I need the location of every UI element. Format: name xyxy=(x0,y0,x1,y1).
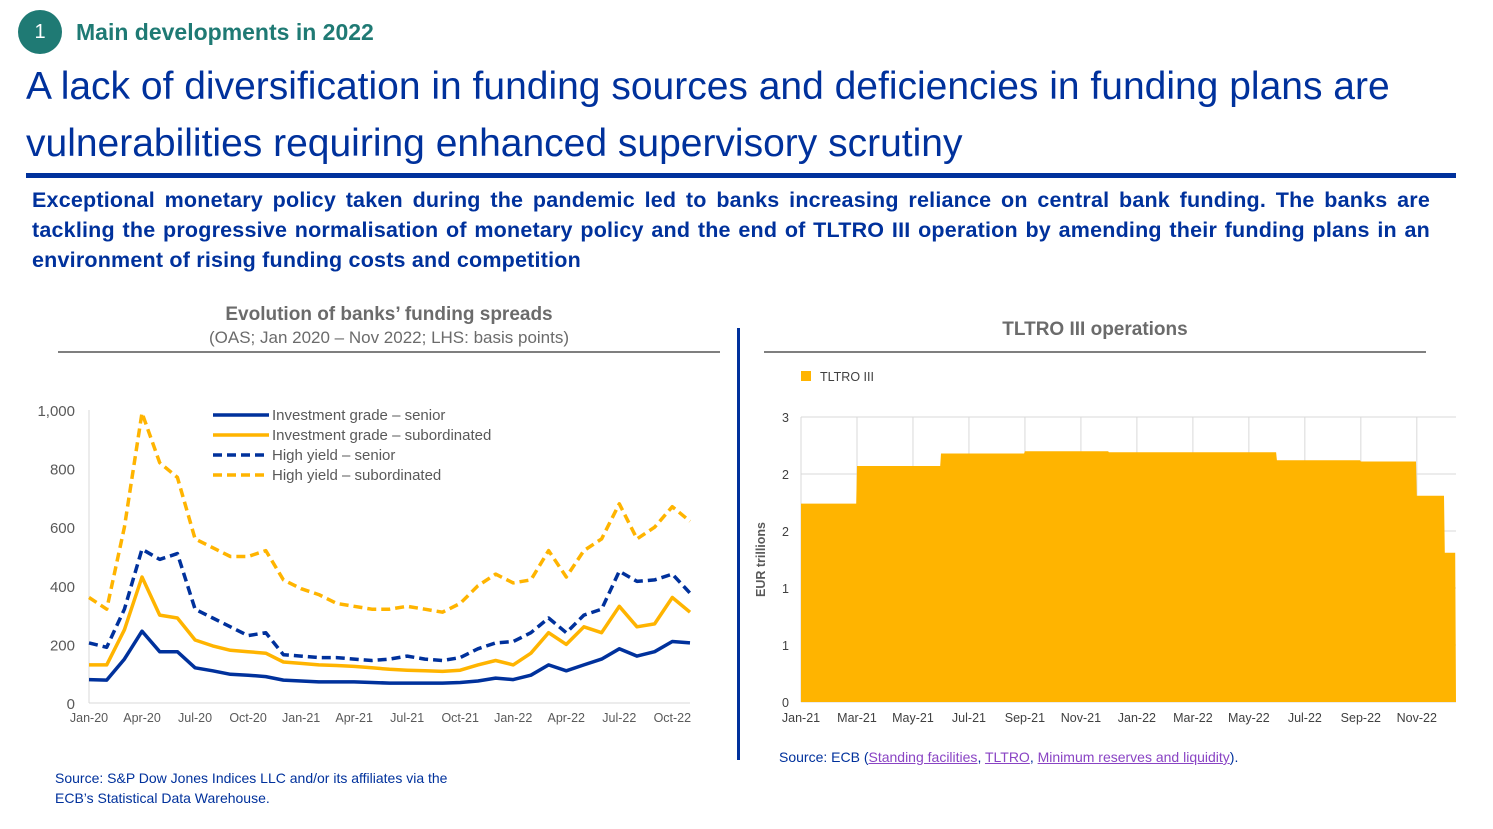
link-standing-facilities[interactable]: Standing facilities xyxy=(868,749,978,765)
source-prefix: Source: ECB ( xyxy=(779,749,869,765)
title-divider xyxy=(26,173,1456,178)
tltro-source: Source: ECB (Standing facilities, TLTRO,… xyxy=(779,747,1479,767)
link-tltro[interactable]: TLTRO xyxy=(984,749,1030,765)
tltro-chart: 0 1 1 2 2 3 Jan-21 Mar-21 May-21 Jul-21 Sep-21 Nov-… xyxy=(754,370,1456,725)
tltro-step-bar xyxy=(1277,460,1361,702)
section-title: Main developments in 2022 xyxy=(76,19,374,45)
series-line-investment-grade-subordinated xyxy=(89,575,692,674)
y-tick-label: 1 xyxy=(782,582,789,596)
y-tick-label: 3 xyxy=(782,411,789,425)
x-tick-label: Mar-22 xyxy=(1173,711,1213,725)
x-tick-label: Apr-21 xyxy=(335,711,373,725)
x-tick-label: Jul-22 xyxy=(1288,711,1322,725)
x-tick-label: Jul-21 xyxy=(952,711,986,725)
x-tick-label: Jul-22 xyxy=(602,711,636,725)
y-tick-label: 1,000 xyxy=(37,403,75,420)
y-tick-label: 600 xyxy=(50,520,75,537)
x-tick-label: Jul-21 xyxy=(390,711,424,725)
x-tick-label: May-21 xyxy=(892,711,934,725)
legend-label: Investment grade – subordinated xyxy=(272,427,491,444)
tltro-area xyxy=(801,451,1456,702)
y-tick-label: 0 xyxy=(67,696,75,713)
legend-label: High yield – subordinated xyxy=(272,467,441,484)
spreads-source: Source: S&P Dow Jones Indices LLC and/or… xyxy=(55,770,448,806)
section-number-badge: 1 xyxy=(18,10,62,54)
badge-number: 1 xyxy=(34,20,46,43)
x-tick-label: Jul-20 xyxy=(178,711,212,725)
x-tick-label: Nov-22 xyxy=(1397,711,1437,725)
spreads-chart-title: Evolution of banks’ funding spreads xyxy=(225,304,553,325)
x-tick-label: Jan-21 xyxy=(782,711,820,725)
y-tick-label: 2 xyxy=(782,468,789,482)
page-title: A lack of diversification in funding sou… xyxy=(26,65,1390,165)
tltro-chart-rule xyxy=(764,351,1426,353)
legend-swatch xyxy=(801,371,811,381)
tltro-chart-title: TLTRO III operations xyxy=(1002,319,1188,340)
x-tick-label: Sep-21 xyxy=(1005,711,1045,725)
intro-paragraph: Exceptional monetary policy taken during… xyxy=(32,188,1430,272)
tltro-step-bar xyxy=(1417,496,1445,702)
spreads-chart-subtitle: (OAS; Jan 2020 – Nov 2022; LHS: basis po… xyxy=(208,328,570,347)
x-tick-label: Jan-20 xyxy=(70,711,108,725)
x-tick-label: Oct-21 xyxy=(441,711,479,725)
spreads-chart-rule xyxy=(58,351,720,353)
tltro-step-bar xyxy=(941,453,1025,702)
x-tick-label: Apr-22 xyxy=(547,711,585,725)
tltro-step-bar xyxy=(1445,553,1456,702)
separator: , xyxy=(1029,749,1038,765)
tltro-step-bar xyxy=(1361,461,1417,702)
tltro-step-bar xyxy=(801,504,857,702)
legend-label: High yield – senior xyxy=(272,447,395,464)
y-axis-label: EUR trillions xyxy=(754,522,768,597)
x-tick-label: Nov-21 xyxy=(1061,711,1101,725)
y-tick-label: 0 xyxy=(782,696,789,710)
x-tick-label: Mar-21 xyxy=(837,711,877,725)
separator: , xyxy=(977,749,985,765)
series-line-investment-grade-senior xyxy=(88,629,691,685)
x-tick-label: Oct-20 xyxy=(229,711,267,725)
y-tick-label: 1 xyxy=(782,639,789,653)
tltro-step-bar xyxy=(1025,451,1109,702)
x-tick-label: Sep-22 xyxy=(1341,711,1381,725)
y-tick-label: 800 xyxy=(50,462,75,479)
x-tick-label: Jan-22 xyxy=(494,711,532,725)
spreads-chart: 0 200 400 600 800 1,000 Jan-20 Apr-20 Jul-20 Oct-… xyxy=(37,403,692,725)
panel-divider xyxy=(737,328,740,760)
legend-label: Investment grade – senior xyxy=(272,407,445,424)
x-tick-label: Jan-21 xyxy=(282,711,320,725)
x-tick-label: May-22 xyxy=(1228,711,1270,725)
link-minimum-reserves[interactable]: Minimum reserves and liquidity xyxy=(1037,749,1230,765)
legend-label: TLTRO III xyxy=(820,370,874,384)
series-line-high-yield-subordinated xyxy=(88,411,692,614)
y-tick-label: 400 xyxy=(50,579,75,596)
x-tick-label: Apr-20 xyxy=(123,711,161,725)
y-tick-label: 200 xyxy=(50,637,75,654)
tltro-step-bar xyxy=(1109,452,1277,702)
source-suffix: ). xyxy=(1229,749,1239,765)
tltro-step-bar xyxy=(857,466,941,702)
series-line-high-yield-senior xyxy=(88,547,692,663)
x-tick-label: Jan-22 xyxy=(1118,711,1156,725)
x-tick-label: Oct-22 xyxy=(654,711,692,725)
y-tick-label: 2 xyxy=(782,525,789,539)
